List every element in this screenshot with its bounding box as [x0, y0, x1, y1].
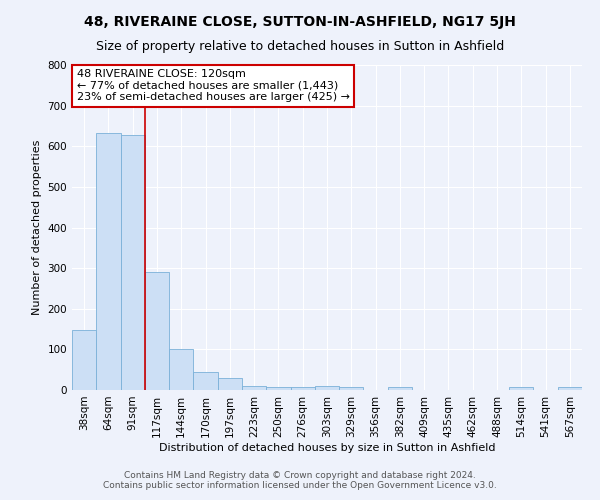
Bar: [72, 330, 96, 390]
Bar: [242, 386, 266, 390]
X-axis label: Distribution of detached houses by size in Sutton in Ashfield: Distribution of detached houses by size …: [159, 442, 495, 452]
Text: Size of property relative to detached houses in Sutton in Ashfield: Size of property relative to detached ho…: [96, 40, 504, 53]
Bar: [193, 372, 218, 390]
Bar: [388, 387, 412, 390]
Bar: [96, 133, 121, 390]
Y-axis label: Number of detached properties: Number of detached properties: [32, 140, 42, 315]
Bar: [509, 387, 533, 390]
Text: 48, RIVERAINE CLOSE, SUTTON-IN-ASHFIELD, NG17 5JH: 48, RIVERAINE CLOSE, SUTTON-IN-ASHFIELD,…: [84, 15, 516, 29]
Bar: [290, 387, 315, 390]
Bar: [315, 386, 339, 390]
Bar: [169, 348, 193, 390]
Bar: [266, 387, 290, 390]
Bar: [339, 387, 364, 390]
Bar: [145, 272, 169, 390]
Text: Contains HM Land Registry data © Crown copyright and database right 2024.
Contai: Contains HM Land Registry data © Crown c…: [103, 470, 497, 490]
Bar: [218, 378, 242, 390]
Text: 48 RIVERAINE CLOSE: 120sqm
← 77% of detached houses are smaller (1,443)
23% of s: 48 RIVERAINE CLOSE: 120sqm ← 77% of deta…: [77, 69, 350, 102]
Bar: [558, 387, 582, 390]
Bar: [121, 136, 145, 390]
